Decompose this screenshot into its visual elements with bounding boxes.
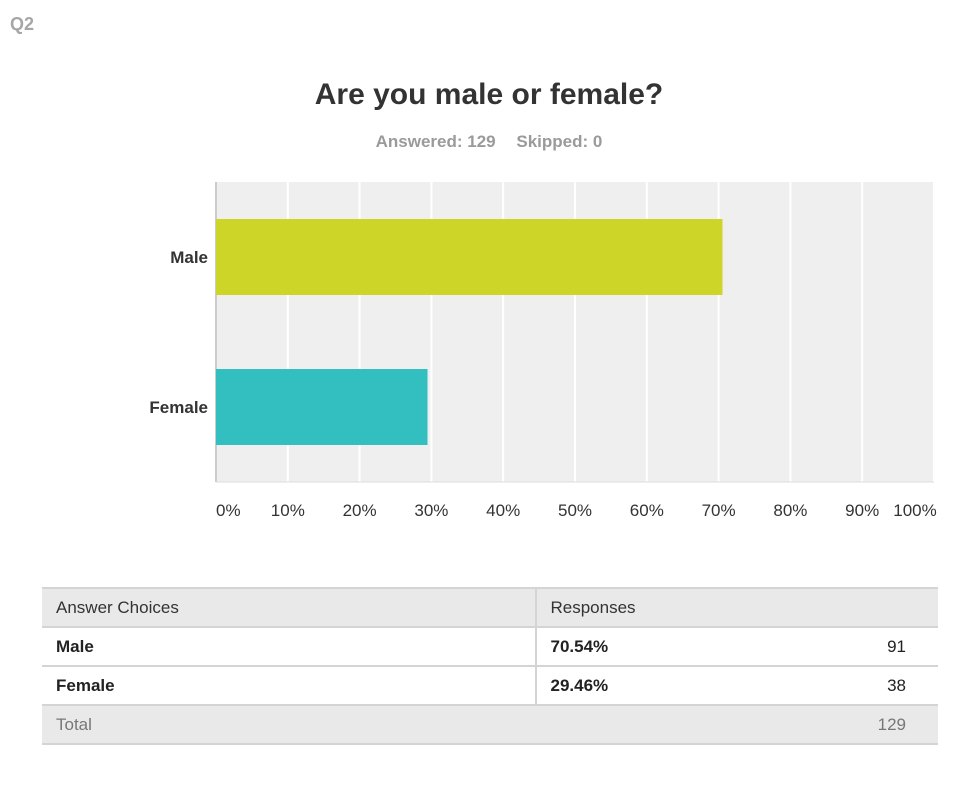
row-percent: 70.54% — [534, 627, 864, 667]
x-tick-label: 10% — [271, 501, 305, 520]
x-tick-label: 60% — [630, 501, 664, 520]
y-category-label: Female — [149, 398, 208, 417]
question-number: Q2 — [10, 14, 35, 34]
row-count: 91 — [863, 627, 938, 667]
bar-male — [216, 219, 723, 295]
row-percent: 29.46% — [534, 666, 864, 706]
table-total-row: Total 129 — [42, 705, 938, 745]
table-row: Male 70.54% 91 — [42, 627, 938, 667]
table-row: Female 29.46% 38 — [42, 666, 938, 706]
chart-title: Are you male or female? — [314, 78, 664, 111]
x-tick-label: 40% — [486, 501, 520, 520]
x-tick-label: 0% — [216, 501, 241, 520]
skipped-count: Skipped: 0 — [516, 132, 603, 151]
bar-chart: 0% 10% 20% 30% 40% 50% 60% 70% 80% 90% 100% Male Fem… — [149, 182, 937, 520]
row-choice: Female — [42, 666, 536, 706]
results-table: Answer Choices Responses Male 70.54% 91 … — [42, 587, 938, 745]
x-tick-label: 30% — [414, 501, 448, 520]
row-choice: Male — [42, 627, 536, 667]
x-tick-label: 100% — [893, 501, 936, 520]
header-responses: Responses — [534, 587, 938, 628]
x-tick-label: 20% — [343, 501, 377, 520]
total-label: Total — [42, 705, 864, 745]
total-count: 129 — [863, 705, 938, 745]
x-tick-label: 90% — [845, 501, 879, 520]
table-header-row: Answer Choices Responses — [42, 587, 938, 628]
x-tick-label: 80% — [773, 501, 807, 520]
answered-count: Answered: 129 — [375, 132, 496, 151]
header-answer-choices: Answer Choices — [42, 587, 536, 628]
y-category-label: Male — [170, 248, 208, 267]
bar-female — [216, 369, 428, 445]
response-summary: Answered: 129 Skipped: 0 — [0, 132, 978, 152]
x-tick-label: 70% — [702, 501, 736, 520]
row-count: 38 — [863, 666, 938, 706]
x-tick-label: 50% — [558, 501, 592, 520]
